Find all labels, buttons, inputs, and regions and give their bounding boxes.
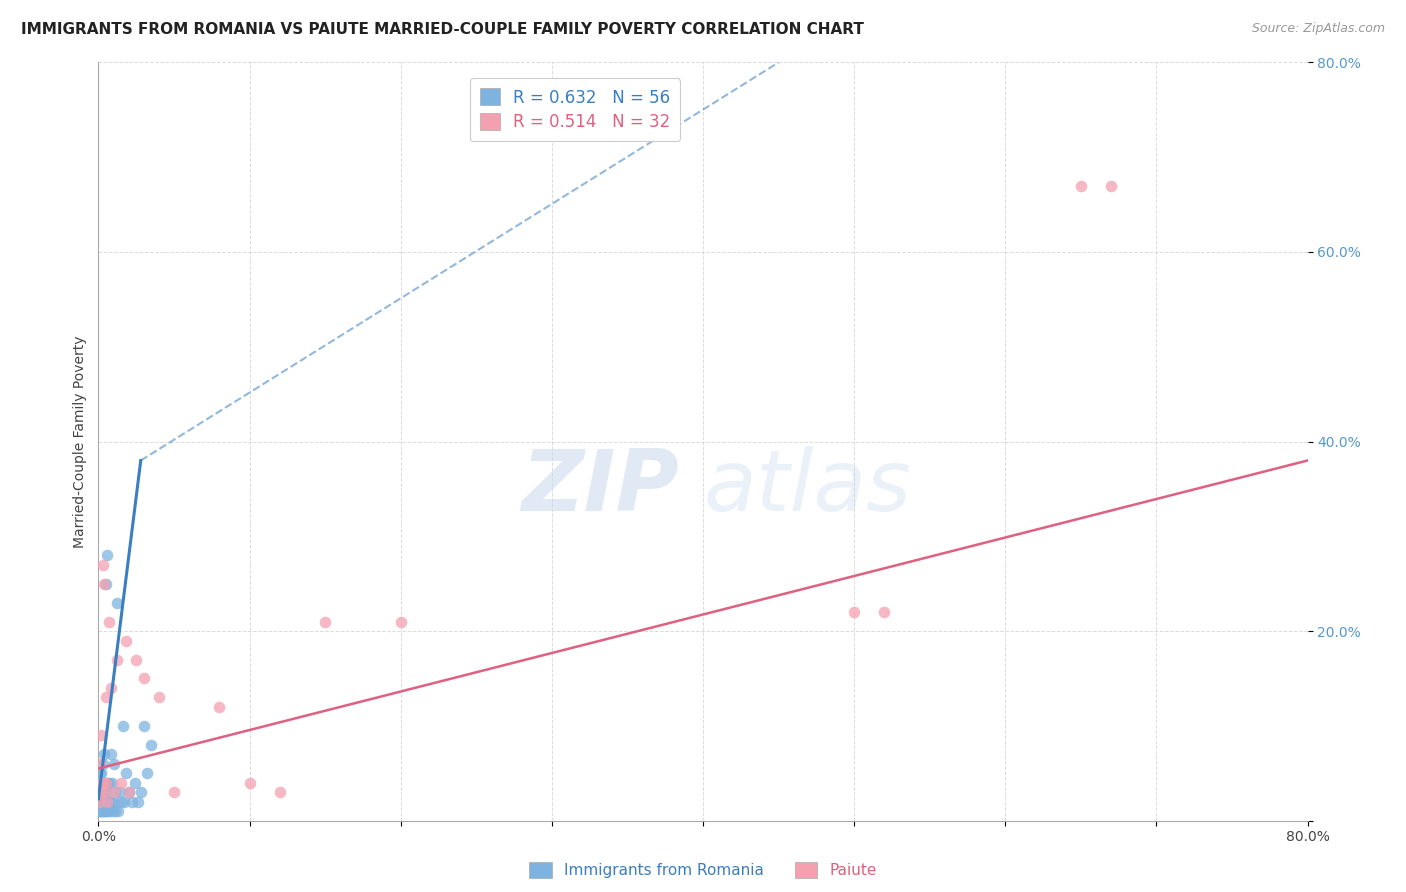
Point [108, 785, 131, 799]
Point [93, 804, 115, 818]
Point [121, 795, 143, 809]
Point [239, 776, 262, 790]
Point [269, 785, 291, 799]
Point [100, 681, 122, 695]
Point [127, 795, 149, 809]
Point [90, 804, 112, 818]
Text: Source: ZipAtlas.com: Source: ZipAtlas.com [1251, 22, 1385, 36]
Point [1070, 178, 1092, 193]
Point [98, 795, 121, 809]
Point [103, 785, 125, 799]
Point [1099, 178, 1122, 193]
Point [90, 804, 112, 818]
Point [844, 605, 866, 619]
Point [98, 804, 121, 818]
Point [89, 766, 111, 780]
Point [93, 747, 115, 762]
Point [93, 576, 115, 591]
Text: IMMIGRANTS FROM ROMANIA VS PAIUTE MARRIED-COUPLE FAMILY POVERTY CORRELATION CHAR: IMMIGRANTS FROM ROMANIA VS PAIUTE MARRIE… [21, 22, 863, 37]
Point [208, 699, 231, 714]
Point [89, 785, 111, 799]
Point [94, 785, 117, 799]
Legend: Immigrants from Romania, Paiute: Immigrants from Romania, Paiute [523, 856, 883, 884]
Point [89, 785, 111, 799]
Point [89, 795, 111, 809]
Point [100, 795, 122, 809]
Point [103, 756, 125, 771]
Point [314, 615, 336, 629]
Point [163, 785, 186, 799]
Point [96, 548, 118, 563]
Point [91, 776, 114, 790]
Point [104, 804, 127, 818]
Y-axis label: Married-Couple Family Poverty: Married-Couple Family Poverty [73, 335, 87, 548]
Point [87, 795, 110, 809]
Point [89, 785, 111, 799]
Text: atlas: atlas [703, 445, 911, 529]
Legend: R = 0.632   N = 56, R = 0.514   N = 32: R = 0.632 N = 56, R = 0.514 N = 32 [470, 78, 681, 141]
Point [98, 615, 121, 629]
Point [91, 785, 114, 799]
Point [91, 756, 114, 771]
Point [90, 776, 112, 790]
Point [94, 795, 117, 809]
Point [132, 672, 155, 686]
Point [93, 776, 115, 790]
Point [114, 633, 136, 648]
Point [873, 605, 896, 619]
Point [91, 804, 114, 818]
Point [94, 804, 117, 818]
Point [132, 719, 155, 733]
Point [93, 785, 115, 799]
Point [101, 776, 124, 790]
Point [91, 558, 114, 572]
Point [104, 785, 127, 799]
Point [103, 795, 125, 809]
Point [112, 795, 135, 809]
Point [91, 795, 114, 809]
Point [118, 785, 141, 799]
Point [89, 804, 111, 818]
Point [89, 804, 111, 818]
Point [389, 615, 412, 629]
Point [105, 596, 128, 610]
Point [94, 690, 117, 705]
Point [87, 795, 110, 809]
Point [125, 652, 148, 666]
Point [107, 804, 129, 818]
Point [141, 738, 163, 752]
Point [90, 795, 112, 809]
Point [96, 795, 118, 809]
Point [93, 785, 115, 799]
Point [91, 776, 114, 790]
Point [111, 719, 134, 733]
Point [94, 776, 117, 790]
Point [110, 776, 132, 790]
Point [90, 728, 112, 742]
Point [110, 795, 132, 809]
Point [114, 766, 136, 780]
Point [129, 785, 152, 799]
Point [89, 756, 111, 771]
Point [100, 747, 122, 762]
Point [148, 690, 170, 705]
Point [94, 576, 117, 591]
Point [118, 785, 141, 799]
Point [124, 776, 146, 790]
Point [90, 766, 112, 780]
Point [101, 804, 124, 818]
Point [135, 766, 157, 780]
Point [90, 785, 112, 799]
Point [105, 652, 128, 666]
Point [96, 776, 118, 790]
Point [93, 795, 115, 809]
Point [96, 804, 118, 818]
Point [96, 795, 118, 809]
Point [98, 776, 121, 790]
Text: ZIP: ZIP [522, 445, 679, 529]
